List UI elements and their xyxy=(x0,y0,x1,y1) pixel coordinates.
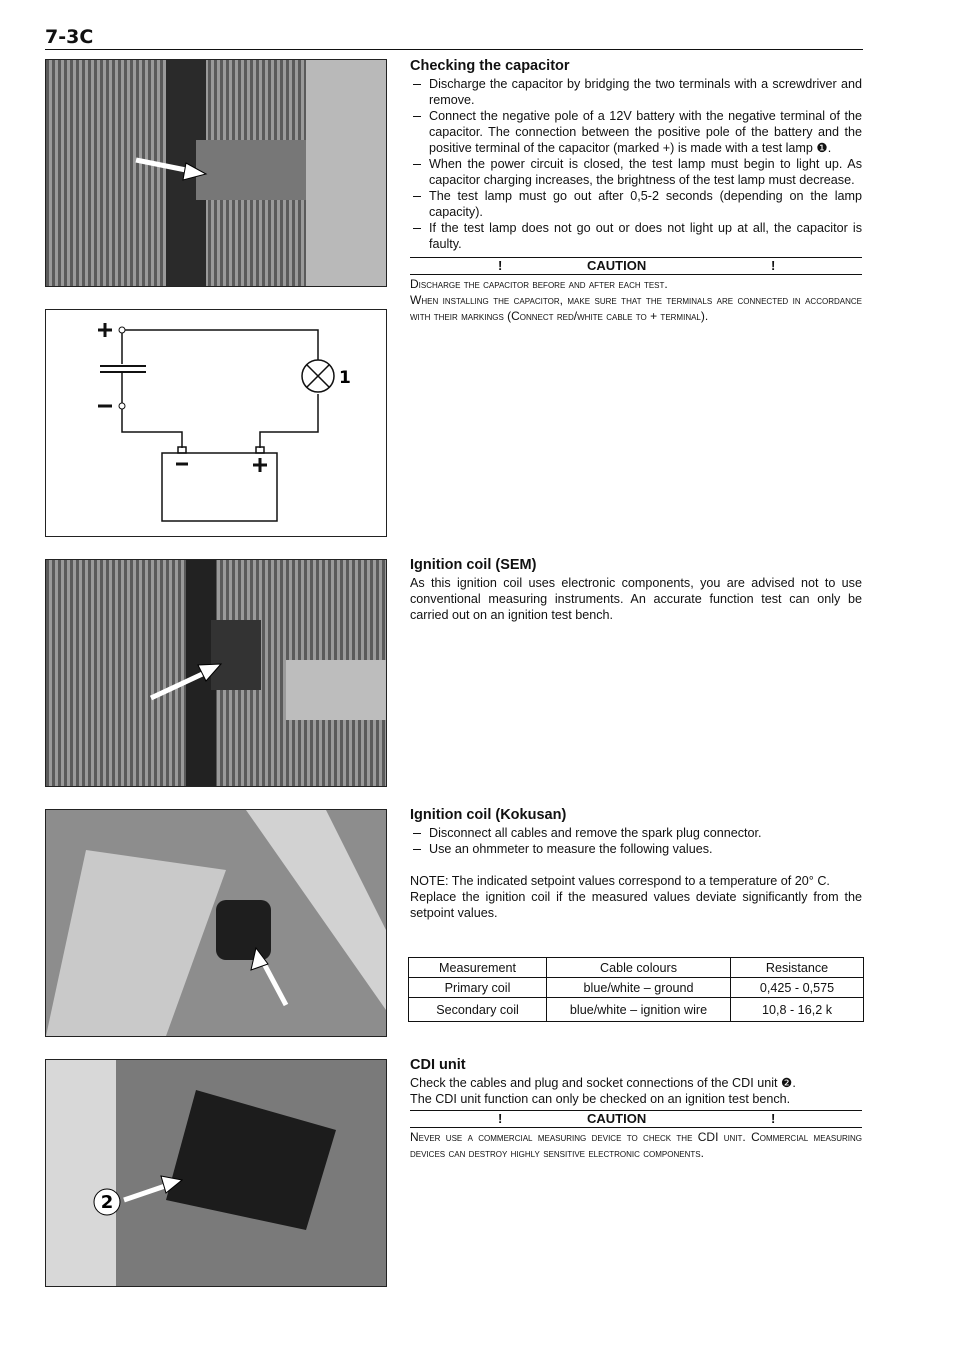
list-item: The test lamp must go out after 0,5-2 se… xyxy=(410,188,862,220)
caution-marker: ! xyxy=(498,258,503,273)
photo-ignition-kokusan xyxy=(45,809,387,1037)
table-row: Primary coil blue/white – ground 0,425 -… xyxy=(408,977,864,998)
caution-marker: ! xyxy=(498,1111,503,1126)
cell: 10,8 - 16,2 k xyxy=(730,997,864,1022)
paragraph: Check the cables and plug and socket con… xyxy=(410,1076,796,1090)
caution-line: When installing the capacitor, make sure… xyxy=(410,293,862,323)
caution-label: CAUTION xyxy=(587,1111,647,1126)
cell: blue/white – ignition wire xyxy=(546,997,731,1022)
paragraph: NOTE: The indicated setpoint values corr… xyxy=(410,874,830,888)
figure-label: 1 xyxy=(339,368,351,388)
caution-heading: ! CAUTION ! xyxy=(410,1111,862,1127)
caution: ! CAUTION ! Discharge the capacitor befo… xyxy=(410,257,862,324)
photo-capacitor xyxy=(45,59,387,287)
list-item: Connect the negative pole of a 12V batte… xyxy=(410,108,862,156)
circuit-diagram: 1 xyxy=(45,309,387,537)
caution-text: Discharge the capacitor before and after… xyxy=(410,274,862,324)
caution-marker: ! xyxy=(771,1111,776,1126)
photo-overlay: 2 xyxy=(46,1060,336,1286)
header-rule xyxy=(45,49,863,50)
caution: ! CAUTION ! Never use a commercial measu… xyxy=(410,1110,862,1161)
photo-ignition-sem xyxy=(45,559,387,787)
cell: blue/white – ground xyxy=(546,977,731,998)
section-title: Ignition coil (SEM) xyxy=(410,557,537,573)
section: Ignition coil (Kokusan) Disconnect all c… xyxy=(410,807,862,921)
item-text: Disconnect all cables and remove the spa… xyxy=(429,826,762,840)
cell: Secondary coil xyxy=(408,997,547,1022)
header-cell: Measurement xyxy=(408,957,547,978)
section-title: Ignition coil (Kokusan) xyxy=(410,807,567,823)
list-item: Use an ohmmeter to measure the following… xyxy=(410,841,862,857)
photo-overlay xyxy=(135,60,386,286)
item-text: Use an ohmmeter to measure the following… xyxy=(429,842,713,856)
caution-line: Discharge the capacitor before and after… xyxy=(410,277,668,291)
section: CDI unit Check the cables and plug and s… xyxy=(410,1057,862,1161)
figure-label: 2 xyxy=(101,1192,114,1213)
cell: Primary coil xyxy=(408,977,547,998)
caution-marker: ! xyxy=(771,258,776,273)
list-item: If the test lamp does not go out or does… xyxy=(410,220,862,252)
circuit: 1 xyxy=(98,323,351,522)
header-cell: Cable colours xyxy=(546,957,731,978)
table-header: Measurement Cable colours Resistance xyxy=(408,957,864,978)
cell: 0,425 - 0,575 xyxy=(730,977,864,998)
item-text: If the test lamp does not go out or does… xyxy=(429,221,862,251)
item-text: The test lamp must go out after 0,5-2 se… xyxy=(429,189,862,219)
photo-overlay xyxy=(46,810,386,1036)
list-item: Disconnect all cables and remove the spa… xyxy=(410,825,862,841)
item-text: Discharge the capacitor by bridging the … xyxy=(429,77,862,107)
caution-line: Never use a commercial measuring device … xyxy=(410,1130,862,1160)
page-number: 7-3C xyxy=(45,26,94,48)
section-title: CDI unit xyxy=(410,1057,466,1073)
paragraph: As this ignition coil uses electronic co… xyxy=(410,576,862,622)
section-title: Checking the capacitor xyxy=(410,58,570,74)
values-table: Measurement Cable colours Resistance Pri… xyxy=(408,957,864,1022)
table-row: Secondary coil blue/white – ignition wir… xyxy=(408,997,864,1022)
item-text: Connect the negative pole of a 12V batte… xyxy=(429,109,862,155)
caution-label: CAUTION xyxy=(587,258,647,273)
caution-text: Never use a commercial measuring device … xyxy=(410,1127,862,1161)
section: Checking the capacitor Discharge the cap… xyxy=(410,58,862,324)
header-cell: Resistance xyxy=(730,957,864,978)
item-text: When the power circuit is closed, the te… xyxy=(429,157,862,187)
photo-overlay xyxy=(149,560,386,786)
list-item: Discharge the capacitor by bridging the … xyxy=(410,76,862,108)
paragraph: Replace the ignition coil if the measure… xyxy=(410,890,862,920)
paragraph: The CDI unit function can only be checke… xyxy=(410,1092,791,1106)
caution-heading: ! CAUTION ! xyxy=(410,258,862,274)
list-item: When the power circuit is closed, the te… xyxy=(410,156,862,188)
section: Ignition coil (SEM) As this ignition coi… xyxy=(410,557,862,623)
photo-cdi-unit: 2 xyxy=(45,1059,387,1287)
